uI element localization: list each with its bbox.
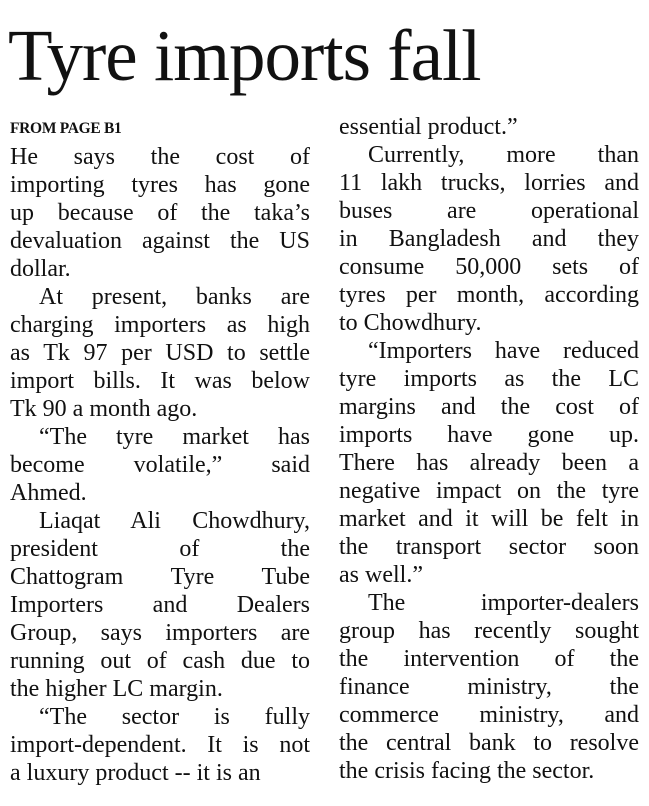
text-line: importing tyres has gone [10, 172, 310, 198]
text-line: 11 lakh trucks, lorries and [339, 170, 639, 196]
text-line: the intervention of the [339, 646, 639, 672]
text-line: Currently, more than [368, 142, 639, 168]
text-line: the central bank to resolve [339, 730, 639, 756]
paragraph: “The sector is fully import-dependent. It… [10, 703, 310, 787]
text-line: become volatile,” said [10, 452, 310, 478]
text-line: to Chowdhury. [339, 310, 482, 336]
text-line: Ahmed. [10, 480, 87, 506]
text-line: import-dependent. It is not [10, 732, 310, 758]
text-line: the transport sector soon [339, 534, 639, 560]
text-line: dollar. [10, 256, 71, 282]
text-line: Importers and Dealers [10, 592, 310, 618]
text-line: up because of the taka’s [10, 200, 310, 226]
paragraph: At present, banks are charging importers … [10, 283, 310, 423]
text-line: Liaqat Ali Chowdhury, [39, 508, 310, 534]
text-line: devaluation against the US [10, 228, 310, 254]
article-column-left: FROM PAGE B1 He says the cost of importin… [10, 118, 310, 787]
text-line: “The tyre market has [39, 424, 310, 450]
paragraph: Liaqat Ali Chowdhury, president of the Cha… [10, 507, 310, 703]
paragraph: “Importers have reduced tyre imports as t… [339, 337, 639, 589]
column-body: essential product.” Currently, more than 1… [339, 113, 639, 785]
text-line: negative impact on the tyre [339, 478, 639, 504]
text-line: The importer-dealers [368, 590, 639, 616]
text-line: tyre imports as the LC [339, 366, 639, 392]
text-line: “Importers have reduced [368, 338, 639, 364]
paragraph: Currently, more than 11 lakh trucks, lorr… [339, 141, 639, 337]
text-line: import bills. It was below [10, 368, 310, 394]
text-line: charging importers as high [10, 312, 310, 338]
text-line: Chattogram Tyre Tube [10, 564, 310, 590]
text-line: essential product.” [339, 114, 518, 140]
text-line: running out of cash due to [10, 648, 310, 674]
text-line: There has already been a [339, 450, 639, 476]
article-column-right: essential product.” Currently, more than 1… [339, 113, 639, 785]
text-line: Tk 90 a month ago. [10, 396, 198, 422]
text-line: a luxury product -- it is an [10, 760, 261, 786]
text-line: the crisis facing the sector. [339, 758, 595, 784]
text-line: margins and the cost of [339, 394, 639, 420]
text-line: “The sector is fully [39, 704, 310, 730]
headline: Tyre imports fall [8, 15, 482, 96]
text-line: finance ministry, the [339, 674, 639, 700]
text-line: president of the [10, 536, 310, 562]
text-line: imports have gone up. [339, 422, 639, 448]
text-line: the higher LC margin. [10, 676, 223, 702]
paragraph: He says the cost of importing tyres has g… [10, 143, 310, 283]
text-line: in Bangladesh and they [339, 226, 639, 252]
paragraph: “The tyre market has become volatile,” sa… [10, 423, 310, 507]
text-line: consume 50,000 sets of [339, 254, 639, 280]
column-body: He says the cost of importing tyres has g… [10, 143, 310, 787]
paragraph: The importer-dealers group has recently s… [339, 589, 639, 785]
text-line: tyres per month, according [339, 282, 639, 308]
text-line: Group, says importers are [10, 620, 310, 646]
text-line: He says the cost of [10, 144, 310, 170]
text-line: group has recently sought [339, 618, 639, 644]
text-line: as Tk 97 per USD to settle [10, 340, 310, 366]
paragraph: essential product.” [339, 113, 639, 141]
text-line: as well.” [339, 562, 423, 588]
text-line: At present, banks are [39, 284, 310, 310]
text-line: commerce ministry, and [339, 702, 639, 728]
continued-from-label: FROM PAGE B1 [10, 120, 122, 137]
text-line: buses are operational [339, 198, 639, 224]
text-line: market and it will be felt in [339, 506, 639, 532]
